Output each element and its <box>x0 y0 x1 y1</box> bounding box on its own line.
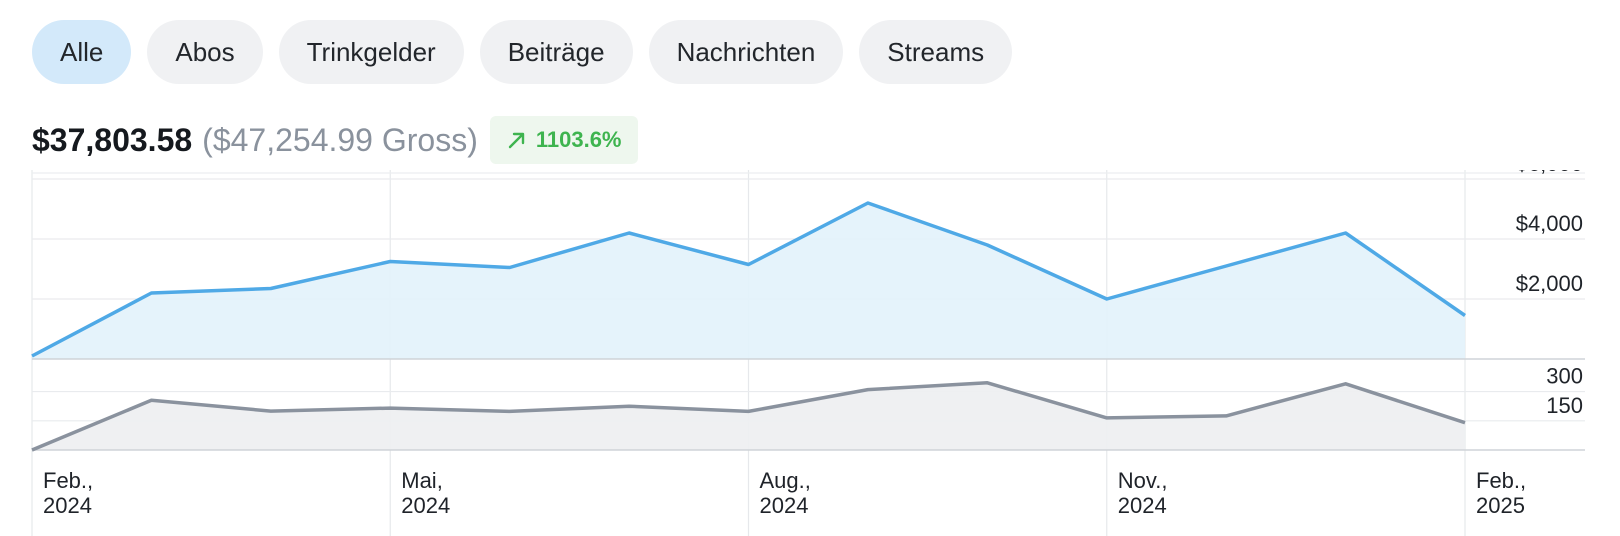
count-y-tick-label-0: 150 <box>1546 393 1583 418</box>
count-line <box>31 381 1466 452</box>
earnings-y-tick-label-1: $4,000 <box>1516 211 1583 236</box>
tab-streams[interactable]: Streams <box>859 20 1013 84</box>
count-y-tick-label-1: 300 <box>1546 364 1583 389</box>
tab-abos[interactable]: Abos <box>147 20 263 84</box>
earnings-y-tick-label-2: $6,000 <box>1516 170 1583 176</box>
tab-trinkgelder[interactable]: Trinkgelder <box>278 20 464 84</box>
x-tick-label-2-year: 2024 <box>760 493 809 518</box>
earnings-y-tick-label-0: $2,000 <box>1516 271 1583 296</box>
x-tick-label-0-year: 2024 <box>43 493 92 518</box>
count-area <box>32 382 1465 450</box>
filter-tabs: Alle Abos Trinkgelder Beiträge Nachricht… <box>32 20 1013 84</box>
x-tick-label-2-month: Aug., <box>760 468 811 493</box>
change-badge: 1103.6% <box>489 116 638 164</box>
earnings-chart: $2,000$4,000$6,000150300Feb.,2024Mai,202… <box>31 170 1585 536</box>
x-tick-label-4-month: Feb., <box>1476 468 1526 493</box>
earnings-area <box>32 203 1465 359</box>
change-percent: 1103.6% <box>535 127 622 152</box>
x-tick-label-3-month: Nov., <box>1118 468 1168 493</box>
x-tick-label-1-year: 2024 <box>401 493 450 518</box>
trend-up-arrow-icon <box>508 132 525 149</box>
earnings-summary: $37,803.58 ($47,254.99 Gross) 1103.6% <box>32 116 638 164</box>
tab-nachrichten[interactable]: Nachrichten <box>648 20 844 84</box>
tab-beitraege[interactable]: Beiträge <box>479 20 633 84</box>
gross-earnings: ($47,254.99 Gross) <box>202 121 478 158</box>
x-tick-label-0-month: Feb., <box>43 468 93 493</box>
tab-alle[interactable]: Alle <box>32 20 132 84</box>
net-earnings: $37,803.58 <box>32 121 193 158</box>
x-tick-label-1-month: Mai, <box>401 468 443 493</box>
x-tick-label-4-year: 2025 <box>1476 493 1525 518</box>
x-tick-label-3-year: 2024 <box>1118 493 1167 518</box>
